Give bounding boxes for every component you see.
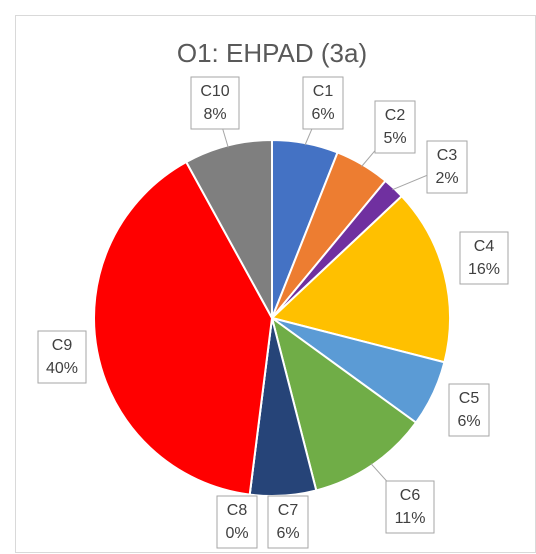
label-category: C10	[200, 83, 229, 100]
label-value: 6%	[457, 413, 480, 430]
label-category: C6	[400, 487, 421, 504]
pie	[93, 138, 451, 497]
pie-slice	[93, 160, 274, 496]
label-box	[37, 330, 87, 384]
label-box	[374, 100, 416, 154]
label-box	[302, 76, 344, 130]
label-box	[216, 495, 258, 549]
label-category: C5	[459, 390, 480, 407]
label-box	[267, 495, 309, 549]
label-category: C7	[278, 502, 299, 519]
chart-title: O1: EHPAD (3a)	[177, 38, 367, 68]
label-box	[448, 383, 490, 437]
label-box	[190, 76, 240, 130]
label-category: C4	[474, 238, 495, 255]
label-box	[426, 140, 468, 194]
label-value: 16%	[468, 261, 500, 278]
label-value: 5%	[383, 130, 406, 147]
label-value: 11%	[395, 510, 426, 527]
label-value: 8%	[203, 106, 226, 123]
label-category: C1	[313, 83, 334, 100]
label-value: 40%	[46, 360, 78, 377]
label-value: 6%	[276, 525, 299, 542]
data-labels: C1 6% C2 5% C3 2% C4 16% C5 6% C6 11% C7 6% C8 0% C9 40% C…	[37, 76, 509, 549]
label-category: C9	[52, 337, 73, 354]
label-category: C8	[227, 502, 248, 519]
label-value: 2%	[435, 170, 458, 187]
pie-slice	[269, 194, 451, 364]
label-value: 6%	[311, 106, 334, 123]
label-category: C2	[385, 107, 406, 124]
label-value: 0%	[225, 525, 248, 542]
label-box	[385, 480, 435, 534]
label-box	[459, 231, 509, 285]
label-category: C3	[437, 147, 458, 164]
